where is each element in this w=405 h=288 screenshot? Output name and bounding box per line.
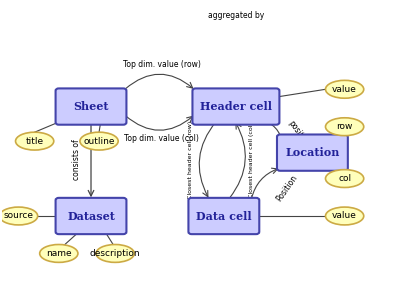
Ellipse shape — [326, 170, 364, 187]
Text: Header cell: Header cell — [200, 101, 272, 112]
FancyBboxPatch shape — [188, 198, 259, 234]
Text: row: row — [337, 122, 353, 131]
Text: Position: Position — [274, 174, 299, 204]
Text: description: description — [90, 249, 141, 258]
Text: aggregated by: aggregated by — [208, 11, 264, 20]
FancyBboxPatch shape — [55, 198, 126, 234]
FancyBboxPatch shape — [277, 134, 348, 171]
Ellipse shape — [80, 132, 118, 150]
Text: Closest header cell (row): Closest header cell (row) — [188, 121, 193, 199]
Text: value: value — [332, 85, 357, 94]
Ellipse shape — [326, 118, 364, 136]
Text: Dataset: Dataset — [67, 211, 115, 221]
Text: title: title — [26, 137, 44, 146]
Text: Location: Location — [285, 147, 340, 158]
Text: Top dim. value (col): Top dim. value (col) — [124, 134, 199, 143]
FancyBboxPatch shape — [55, 88, 126, 125]
Text: Data cell: Data cell — [196, 211, 252, 221]
Ellipse shape — [326, 207, 364, 225]
Text: value: value — [332, 211, 357, 221]
Text: Top dim. value (row): Top dim. value (row) — [123, 60, 200, 69]
Ellipse shape — [15, 132, 54, 150]
Text: Closest header cell (col): Closest header cell (col) — [249, 122, 254, 198]
FancyBboxPatch shape — [192, 88, 279, 125]
Text: outline: outline — [83, 137, 115, 146]
Text: consists of: consists of — [72, 139, 81, 180]
Ellipse shape — [0, 207, 38, 225]
Ellipse shape — [96, 245, 134, 262]
Text: name: name — [46, 249, 72, 258]
Ellipse shape — [40, 245, 78, 262]
Text: source: source — [4, 211, 34, 221]
Text: position: position — [286, 119, 311, 149]
Text: Sheet: Sheet — [73, 101, 109, 112]
Ellipse shape — [326, 80, 364, 98]
Text: col: col — [338, 174, 351, 183]
